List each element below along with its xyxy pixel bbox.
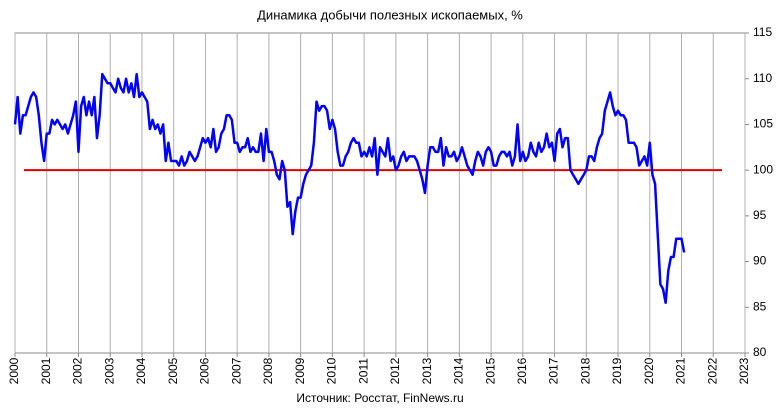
x-tick-label: 2012 [388,357,402,384]
x-tick-label: 2008 [261,357,275,384]
x-tick-label: 2022 [705,357,719,384]
x-tick-label: 2000 [7,357,21,384]
plot-area [14,32,746,354]
y-tick-label: 110 [753,71,772,85]
x-tick-label: 2017 [547,357,561,384]
x-tick-label: 2013 [420,357,434,384]
y-tick-label: 105 [753,117,773,131]
y-tick-label: 80 [753,345,767,359]
source-note: Источник: Росстат, FinNews.ru [296,391,463,405]
x-tick-label: 2006 [198,357,212,384]
y-tick-label: 90 [753,254,767,268]
x-tick-label: 2014 [452,357,466,384]
x-tick-label: 2010 [325,357,339,384]
x-tick-label: 2023 [737,357,751,384]
x-tick-label: 2015 [483,357,497,384]
y-tick-label: 95 [753,208,767,222]
x-tick-label: 2004 [134,357,148,384]
x-tick-label: 2011 [356,358,370,384]
x-tick-label: 2007 [229,357,243,384]
x-tick-label: 2016 [515,357,529,384]
x-tick-label: 2005 [166,357,180,384]
x-tick-label: 2003 [102,357,116,384]
y-tick-label: 85 [753,299,767,313]
data-line [13,72,686,304]
x-tick-label: 2009 [293,357,307,384]
x-tick-label: 2018 [578,357,592,384]
y-tick-label: 100 [753,162,773,176]
y-tick-label: 115 [753,25,772,39]
x-tick-label: 2021 [674,357,688,384]
x-tick-label: 2002 [71,357,85,384]
chart-title: Динамика добычи полезных ископаемых, % [257,7,523,22]
x-tick-label: 2020 [642,357,656,384]
x-tick-label: 2019 [610,357,624,384]
x-tick-label: 2001 [39,357,53,384]
